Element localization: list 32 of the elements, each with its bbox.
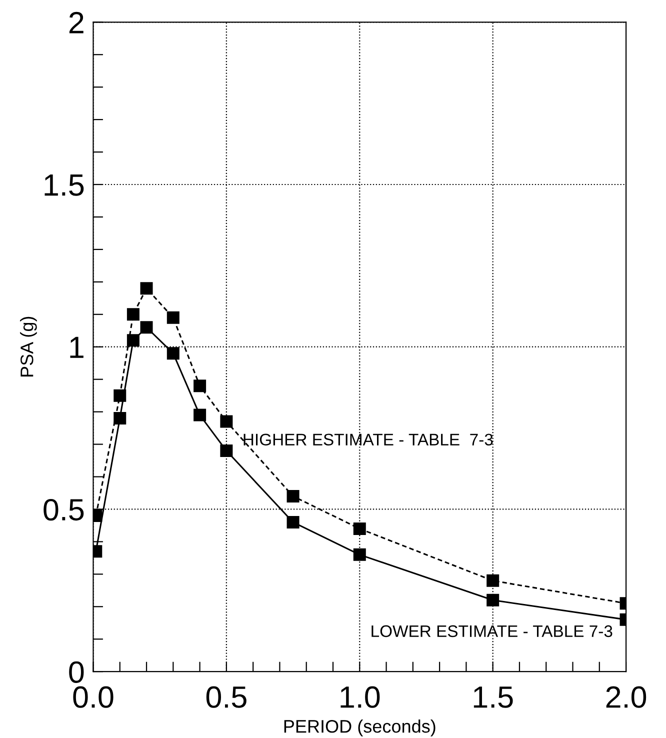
point	[140, 282, 153, 295]
point	[486, 574, 500, 587]
point	[353, 522, 366, 535]
point	[166, 311, 180, 324]
point	[140, 321, 153, 334]
x-tick-label: 2.0	[606, 686, 646, 708]
point	[126, 308, 140, 321]
point	[220, 444, 233, 458]
point	[114, 389, 126, 402]
y-tick-label: 0	[69, 661, 84, 683]
point	[194, 408, 206, 422]
y-tick-label: 2	[69, 12, 84, 34]
point	[126, 334, 140, 347]
point	[220, 415, 233, 428]
x-tick-label: 1.5	[474, 686, 513, 708]
point	[286, 516, 300, 528]
point	[194, 380, 206, 392]
point	[486, 594, 500, 606]
point	[114, 412, 126, 425]
point	[166, 347, 180, 360]
y-axis-title: PSA (g)	[20, 316, 37, 376]
x-tick-label: 1.0	[340, 686, 380, 708]
x-tick-label: 0.5	[206, 686, 246, 708]
annotation: LOWER ESTIMATE - TABLE 7-3	[372, 625, 612, 638]
y-tick-label: 1.5	[44, 174, 84, 196]
y-tick-label: 0.5	[44, 498, 84, 521]
x-axis-title: PERIOD (seconds)	[284, 720, 436, 736]
annotation: HIGHER ESTIMATE - TABLE 7-3	[244, 434, 493, 446]
x-tick-label: 0.0	[73, 686, 114, 708]
point	[353, 548, 366, 561]
point	[286, 490, 300, 502]
y-tick-label: 1	[70, 336, 84, 358]
